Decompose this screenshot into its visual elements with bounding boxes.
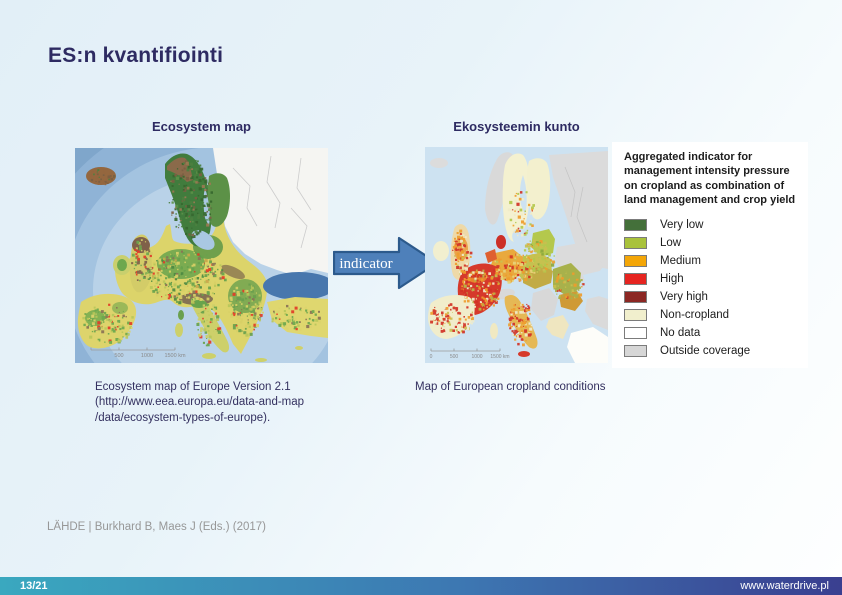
scale-bar: 0 500 1000 1500 km — [430, 348, 510, 360]
outside-coverage-land — [213, 148, 328, 275]
legend-label: No data — [660, 326, 701, 339]
scale-bar: 500 1000 1500 km — [90, 347, 186, 359]
condition-map-caption: Map of European cropland conditions — [415, 381, 606, 393]
page-title: ES:n kvantifiointi — [48, 44, 224, 67]
indicator-arrow: indicator — [333, 236, 439, 290]
svg-text:500: 500 — [450, 354, 459, 360]
legend-swatch — [624, 344, 647, 357]
svg-text:500: 500 — [114, 353, 123, 359]
caption-line: Ecosystem map of Europe Version 2.1 — [95, 381, 291, 393]
footer-bar: 13/21 www.waterdrive.pl — [0, 577, 842, 595]
finland-cropland — [527, 158, 551, 220]
ecosystem-map-caption: Ecosystem map of Europe Version 2.1 (htt… — [95, 380, 345, 426]
legend-item: Non-cropland — [624, 308, 798, 321]
caption-line: (http://www.eea.europa.eu/data-and-map — [95, 396, 305, 409]
ecosystem-map-image: 500 1000 1500 km — [75, 148, 328, 363]
legend-item: Very low — [624, 218, 798, 231]
legend-label: Medium — [660, 254, 701, 267]
condition-mosaic-texture — [429, 191, 585, 347]
legend-item: High — [624, 272, 798, 285]
ecosystem-map-header: Ecosystem map — [152, 119, 251, 134]
legend-item: No data — [624, 326, 798, 339]
legend-item: Outside coverage — [624, 344, 798, 357]
black-sea — [263, 272, 328, 300]
turkey — [267, 297, 328, 338]
arrow-right-icon — [333, 236, 439, 290]
ecosystem-mosaic-texture — [82, 159, 322, 347]
finland — [207, 173, 230, 227]
legend-swatch — [624, 218, 647, 231]
legend-swatch — [624, 236, 647, 249]
condition-map-image: 0 500 1000 1500 km — [425, 147, 608, 363]
caption-line: /data/ecosystem-types-of-europe). — [95, 411, 271, 424]
legend-label: Low — [660, 236, 682, 249]
legend-item: Very high — [624, 290, 798, 303]
source-citation: LÄHDE | Burkhard B, Maes J (Eds.) (2017) — [47, 521, 267, 533]
ireland-cropland — [433, 241, 449, 261]
legend-label: Outside coverage — [660, 344, 751, 357]
svg-text:1000: 1000 — [471, 354, 482, 360]
svg-text:1500 km: 1500 km — [490, 354, 509, 360]
balkans-gray — [531, 288, 558, 321]
legend-swatch — [624, 272, 647, 285]
legend-items: Very low Low Medium High Very high Non-cropla… — [624, 218, 798, 357]
legend-item: Low — [624, 236, 798, 249]
no-data-area — [567, 327, 608, 363]
page-number: 13/21 — [20, 580, 48, 592]
legend-label: Non-cropland — [660, 308, 730, 321]
svg-text:0: 0 — [430, 354, 433, 360]
denmark-cropland — [496, 235, 506, 249]
legend-item: Medium — [624, 254, 798, 267]
svg-text:1000: 1000 — [141, 353, 153, 359]
legend-label: High — [660, 272, 684, 285]
legend-title: Aggregated indicator for management inte… — [624, 151, 796, 206]
legend-swatch — [624, 326, 647, 339]
legend-label: Very high — [660, 290, 708, 303]
greece-cropland — [546, 315, 569, 339]
legend-swatch — [624, 290, 647, 303]
legend-panel: Aggregated indicator for management inte… — [612, 142, 808, 368]
website-url: www.waterdrive.pl — [740, 580, 829, 592]
legend-swatch — [624, 308, 647, 321]
legend-swatch — [624, 254, 647, 267]
condition-map-header: Ekosysteemin kunto — [453, 119, 580, 134]
arrow-label: indicator — [339, 256, 392, 272]
legend-label: Very low — [660, 218, 704, 231]
svg-text:1500 km: 1500 km — [164, 353, 186, 359]
